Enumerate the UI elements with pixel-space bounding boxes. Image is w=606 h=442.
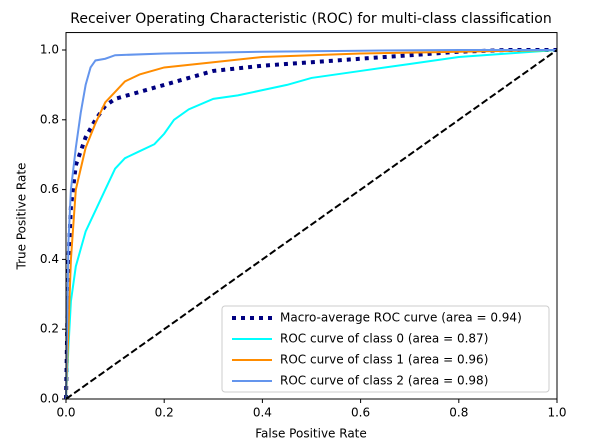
- roc-curve: [65, 49, 558, 400]
- y-axis-label: True Positive Rate: [15, 163, 29, 271]
- legend: [221, 305, 550, 393]
- y-tick-label: 0.0: [40, 392, 59, 406]
- plot-frame: [65, 32, 558, 400]
- x-tick-label: 0.4: [253, 406, 272, 420]
- x-tick-label: 0.2: [155, 406, 174, 420]
- x-tick-label: 0.6: [351, 406, 370, 420]
- y-tick-label: 0.4: [40, 252, 59, 266]
- y-tick-label: 0.6: [40, 182, 59, 196]
- roc-curve: [64, 48, 557, 400]
- roc-curve: [65, 49, 557, 400]
- y-tick-label: 1.0: [40, 43, 59, 57]
- roc-curve: [65, 49, 558, 400]
- chart-title: Receiver Operating Characteristic (ROC) …: [70, 11, 551, 27]
- legend-label: Macro-average ROC curve (area = 0.94): [280, 311, 522, 325]
- legend-label: ROC curve of class 0 (area = 0.87): [280, 332, 488, 346]
- y-tick-label: 0.2: [40, 322, 59, 336]
- x-tick-label: 0.8: [449, 406, 468, 420]
- x-tick-label: 1.0: [547, 406, 566, 420]
- legend-label: ROC curve of class 2 (area = 0.98): [280, 374, 488, 388]
- legend-label: ROC curve of class 1 (area = 0.96): [280, 353, 488, 367]
- roc-curve: [65, 49, 558, 400]
- y-tick-label: 0.8: [40, 112, 59, 126]
- x-axis-label: False Positive Rate: [255, 427, 367, 441]
- x-tick-label: 0.0: [56, 406, 75, 420]
